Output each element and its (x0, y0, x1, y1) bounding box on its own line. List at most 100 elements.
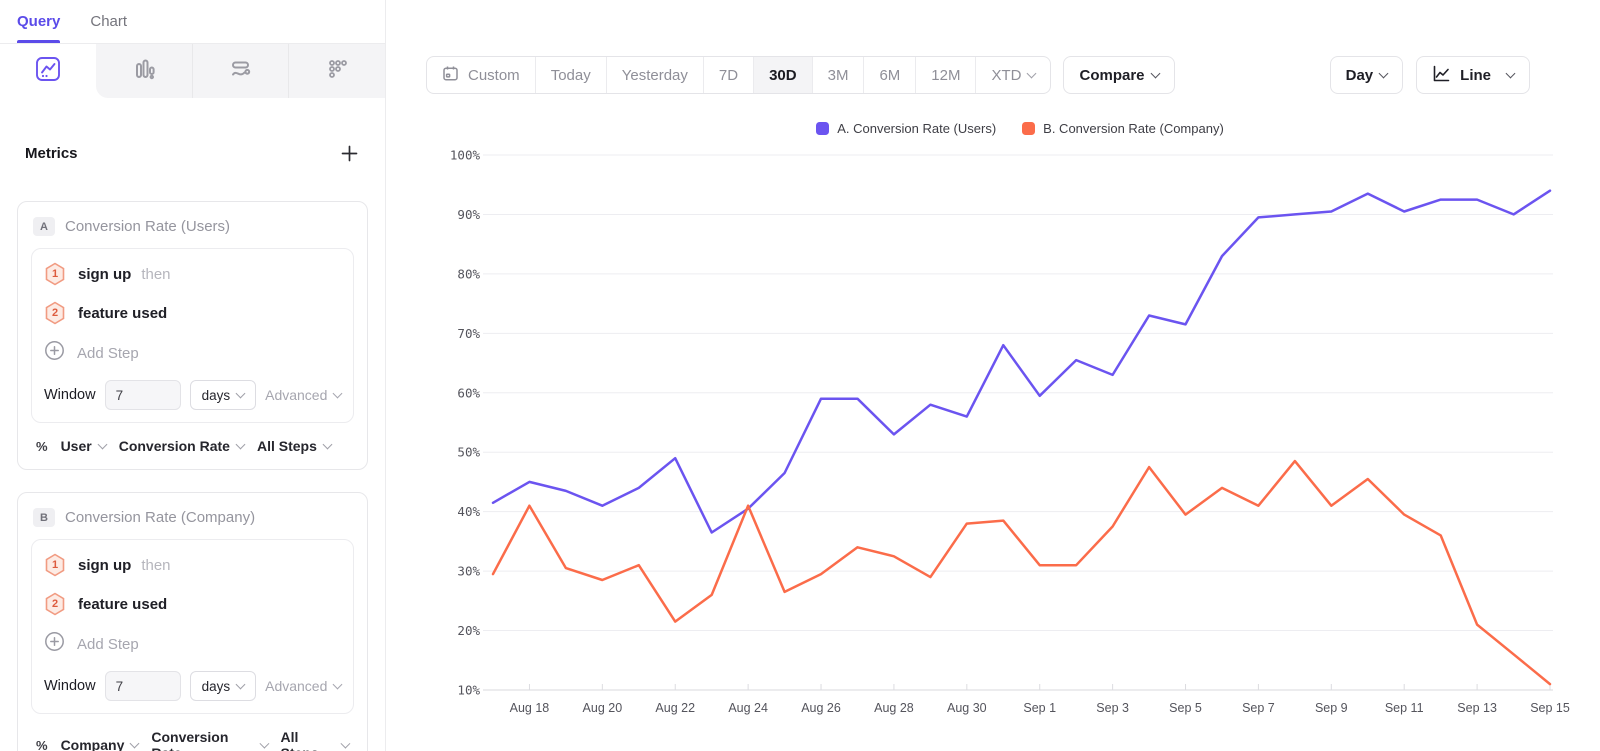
chevron-down-icon (332, 679, 343, 689)
tab-chart-label: Chart (90, 13, 128, 30)
svg-text:Aug 28: Aug 28 (874, 701, 914, 715)
chevron-down-icon (340, 738, 351, 748)
legend-label: B. Conversion Rate (Company) (1043, 121, 1224, 136)
circle-plus-icon (44, 340, 65, 366)
legend-label: A. Conversion Rate (Users) (837, 121, 997, 136)
step-suffix: then (141, 556, 171, 574)
chevron-down-icon (129, 738, 140, 748)
chevron-down-icon (1505, 68, 1516, 78)
svg-text:Aug 20: Aug 20 (583, 701, 623, 715)
date-range-xtd[interactable]: XTD (975, 57, 1050, 93)
metric-a-name: Conversion Rate (Users) (65, 218, 231, 235)
advanced-toggle[interactable]: Advanced (265, 387, 343, 403)
sidebar-content: Metrics A Conversion Rate (Users) (0, 142, 385, 751)
sidebar-tab-bar: Query Chart (0, 0, 385, 44)
svg-text:Sep 9: Sep 9 (1315, 701, 1348, 715)
date-range-custom[interactable]: Custom (427, 57, 535, 93)
date-range-30d[interactable]: 30D (753, 57, 812, 93)
measure-steps-select[interactable]: All Steps (257, 438, 333, 454)
svg-text:Sep 1: Sep 1 (1023, 701, 1056, 715)
date-range-3m[interactable]: 3M (811, 57, 864, 93)
date-range-6m[interactable]: 6M (863, 57, 915, 93)
step-row[interactable]: 1 sign up then (44, 553, 341, 577)
metric-b-steps-panel: 1 sign up then 2 feature used (31, 539, 354, 714)
window-value-input[interactable] (104, 671, 181, 701)
chevron-down-icon (235, 439, 246, 449)
svg-text:Aug 26: Aug 26 (801, 701, 841, 715)
measure-entity-select[interactable]: User (61, 438, 108, 454)
svg-text:Sep 15: Sep 15 (1530, 701, 1570, 715)
tab-query[interactable]: Query (17, 0, 61, 43)
step-number-hexagon: 1 (44, 553, 66, 577)
measure-steps-select[interactable]: All Steps (280, 729, 351, 751)
window-row: Window days Advanced (44, 671, 343, 701)
metric-a-header[interactable]: A Conversion Rate (Users) (31, 215, 354, 236)
date-range-yesterday[interactable]: Yesterday (605, 57, 703, 93)
step-row[interactable]: 2 feature used (44, 592, 341, 616)
window-value-input[interactable] (104, 380, 181, 410)
svg-text:Sep 5: Sep 5 (1169, 701, 1202, 715)
window-label: Window (44, 678, 96, 694)
metrics-header: Metrics (17, 142, 368, 164)
metric-b-name: Conversion Rate (Company) (65, 509, 256, 526)
legend-item-series-b[interactable]: B. Conversion Rate (Company) (1022, 121, 1224, 136)
svg-text:70%: 70% (457, 326, 480, 341)
measure-metric-select[interactable]: Conversion Rate (151, 729, 270, 751)
add-metric-button[interactable] (338, 142, 360, 164)
svg-text:100%: 100% (450, 148, 481, 163)
chart-toolbar: Custom Today Yesterday 7D 30D 3M 6M 12M … (386, 56, 1600, 94)
flow-icon (226, 55, 254, 88)
svg-text:30%: 30% (457, 564, 480, 579)
window-unit-select[interactable]: days (189, 671, 257, 701)
view-tab-bar-chart[interactable] (95, 44, 192, 98)
measure-entity-select[interactable]: Company (61, 737, 140, 751)
date-range-today[interactable]: Today (534, 57, 606, 93)
step-number-hexagon: 1 (44, 262, 66, 286)
step-event-label: sign up (78, 556, 132, 574)
chart-panel: Custom Today Yesterday 7D 30D 3M 6M 12M … (386, 0, 1600, 751)
metrics-title: Metrics (25, 144, 78, 162)
measure-row: % User Conversion Rate All Steps (31, 438, 354, 454)
measure-metric-select[interactable]: Conversion Rate (119, 438, 246, 454)
line-chart-icon (34, 55, 62, 88)
view-tab-retention[interactable] (288, 44, 385, 98)
add-step-button[interactable]: Add Step (44, 340, 341, 366)
chevron-down-icon (97, 439, 108, 449)
chart-legend: A. Conversion Rate (Users) B. Conversion… (440, 121, 1600, 136)
svg-text:Sep 3: Sep 3 (1096, 701, 1129, 715)
svg-text:90%: 90% (457, 207, 480, 222)
chevron-down-icon (332, 388, 343, 398)
step-event-label: feature used (78, 595, 168, 613)
step-row[interactable]: 1 sign up then (44, 262, 341, 286)
series-a-swatch (816, 122, 830, 135)
chevron-down-icon (1150, 68, 1160, 78)
svg-text:80%: 80% (457, 266, 480, 281)
metric-b-header[interactable]: B Conversion Rate (Company) (31, 506, 354, 527)
tab-query-label: Query (17, 13, 61, 30)
chevron-down-icon (235, 679, 246, 689)
advanced-toggle[interactable]: Advanced (265, 678, 343, 694)
granularity-button[interactable]: Day (1329, 56, 1404, 94)
window-unit-select[interactable]: days (189, 380, 257, 410)
series-b-swatch (1022, 122, 1036, 135)
chart-type-button[interactable]: Line (1416, 56, 1530, 94)
tab-chart[interactable]: Chart (90, 0, 127, 43)
date-range-12m[interactable]: 12M (915, 57, 975, 93)
metric-a-steps-panel: 1 sign up then 2 feature used (31, 248, 354, 423)
step-number-hexagon: 2 (44, 592, 66, 616)
step-row[interactable]: 2 feature used (44, 301, 341, 325)
date-range-7d[interactable]: 7D (702, 57, 753, 93)
step-event-label: feature used (78, 304, 168, 322)
svg-text:Aug 30: Aug 30 (947, 701, 987, 715)
view-tab-line-chart[interactable] (0, 44, 96, 98)
compare-button[interactable]: Compare (1063, 56, 1175, 94)
circle-plus-icon (44, 631, 65, 657)
svg-text:40%: 40% (457, 504, 480, 519)
percent-icon: % (36, 737, 48, 751)
view-tab-flow[interactable] (191, 44, 289, 98)
legend-item-series-a[interactable]: A. Conversion Rate (Users) (816, 121, 996, 136)
metric-card-b: B Conversion Rate (Company) 1 sign up th… (17, 492, 368, 751)
svg-text:50%: 50% (457, 445, 480, 460)
add-step-button[interactable]: Add Step (44, 631, 341, 657)
